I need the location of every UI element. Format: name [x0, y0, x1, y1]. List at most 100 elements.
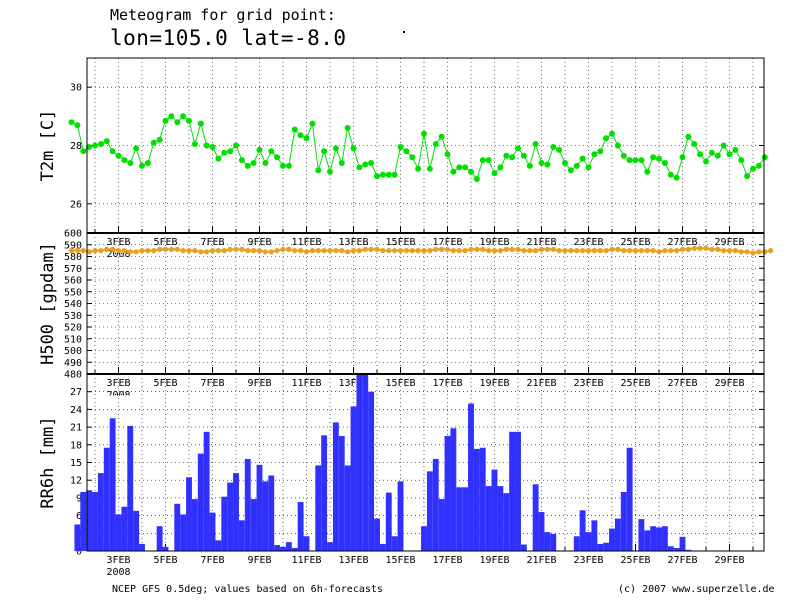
rain-bar — [215, 540, 222, 551]
data-point — [198, 249, 204, 255]
data-point — [621, 248, 627, 254]
x-tick-label: 5FEB — [153, 378, 177, 389]
data-point — [509, 246, 515, 252]
y-tick-label: 540 — [64, 299, 82, 310]
data-point — [97, 141, 104, 147]
x-tick-label: 13FEB — [338, 378, 368, 389]
data-point — [244, 162, 251, 169]
data-point — [168, 246, 174, 252]
rain-bar — [121, 506, 128, 551]
data-point — [251, 248, 257, 254]
data-point — [768, 248, 774, 254]
data-point — [609, 246, 615, 252]
data-point — [667, 171, 674, 178]
rain-bar — [391, 536, 398, 551]
rain-bar — [327, 542, 333, 551]
data-point — [538, 160, 545, 166]
data-point — [380, 248, 386, 254]
rain-bar — [338, 435, 345, 551]
x-tick-label: 21FEB — [526, 237, 556, 248]
data-point — [321, 148, 328, 155]
rain-bar — [174, 503, 181, 551]
data-point — [521, 248, 527, 254]
data-point — [250, 160, 257, 166]
data-point — [703, 245, 709, 251]
rain-bar — [421, 526, 427, 551]
rain-bar — [497, 486, 504, 551]
data-point — [691, 141, 698, 147]
data-point — [562, 160, 568, 166]
data-point — [297, 132, 304, 139]
y-tick-label: 530 — [64, 311, 82, 322]
data-point — [485, 157, 492, 164]
data-point — [245, 248, 251, 254]
data-point — [432, 141, 439, 147]
x-tick-label: 7FEB — [200, 237, 224, 248]
data-point — [286, 246, 292, 252]
data-point — [68, 248, 75, 254]
data-point — [567, 167, 574, 174]
data-point — [638, 248, 645, 254]
rain-bar — [685, 549, 692, 551]
data-point — [721, 248, 727, 254]
data-point — [503, 246, 509, 252]
rain-bar — [109, 418, 116, 551]
data-point — [473, 176, 480, 182]
y-axis-title: RR6h [mm] — [38, 416, 58, 508]
data-point — [515, 145, 521, 152]
data-point — [679, 246, 686, 252]
data-point — [280, 162, 286, 169]
data-point — [309, 248, 315, 254]
rain-bar — [162, 546, 169, 551]
data-point — [80, 248, 86, 254]
data-point — [215, 248, 221, 254]
data-point — [609, 130, 615, 137]
data-point — [497, 248, 503, 254]
x-tick-label: 15FEB — [385, 378, 415, 389]
data-point — [726, 248, 733, 254]
x-tick-label: 23FEB — [573, 237, 603, 248]
data-point — [386, 248, 392, 254]
y-tick-label: 15 — [70, 458, 82, 469]
data-point — [515, 246, 521, 252]
rain-bar — [503, 493, 510, 551]
data-point — [568, 248, 574, 254]
data-point — [439, 246, 445, 252]
data-point — [327, 168, 333, 175]
data-point — [591, 248, 598, 254]
data-point — [374, 173, 380, 180]
rain-bar — [456, 487, 463, 551]
x-tick-label: 15FEB — [385, 237, 415, 248]
data-point — [68, 119, 75, 126]
data-point — [227, 148, 234, 155]
data-point — [238, 157, 245, 164]
data-point — [104, 246, 110, 252]
data-point — [562, 248, 568, 254]
data-point — [656, 155, 662, 162]
y-tick-label: 580 — [64, 252, 82, 263]
rain-bar — [538, 512, 545, 551]
rain-bar — [233, 473, 239, 551]
data-point — [544, 246, 551, 252]
x-tick-label: 17FEB — [432, 378, 462, 389]
rain-bar — [585, 532, 592, 551]
y-tick-label: 0 — [76, 547, 82, 558]
data-point — [338, 160, 345, 166]
data-point — [397, 144, 404, 150]
y-tick-label: 520 — [64, 323, 82, 334]
rain-bar — [209, 512, 216, 551]
rain-bar — [468, 403, 474, 551]
data-point — [533, 248, 539, 254]
rain-bar — [626, 447, 633, 551]
data-point — [315, 167, 322, 174]
data-point — [321, 248, 327, 254]
data-point — [674, 248, 680, 254]
data-point — [239, 246, 245, 252]
data-point — [520, 152, 527, 159]
rain-bar — [191, 499, 198, 551]
data-point — [285, 162, 292, 169]
data-point — [738, 249, 744, 255]
data-source-note: NCEP GFS 0.5deg; values based on 6h-fore… — [112, 584, 383, 595]
data-point — [385, 171, 392, 178]
y-tick-label: 28 — [70, 141, 82, 152]
